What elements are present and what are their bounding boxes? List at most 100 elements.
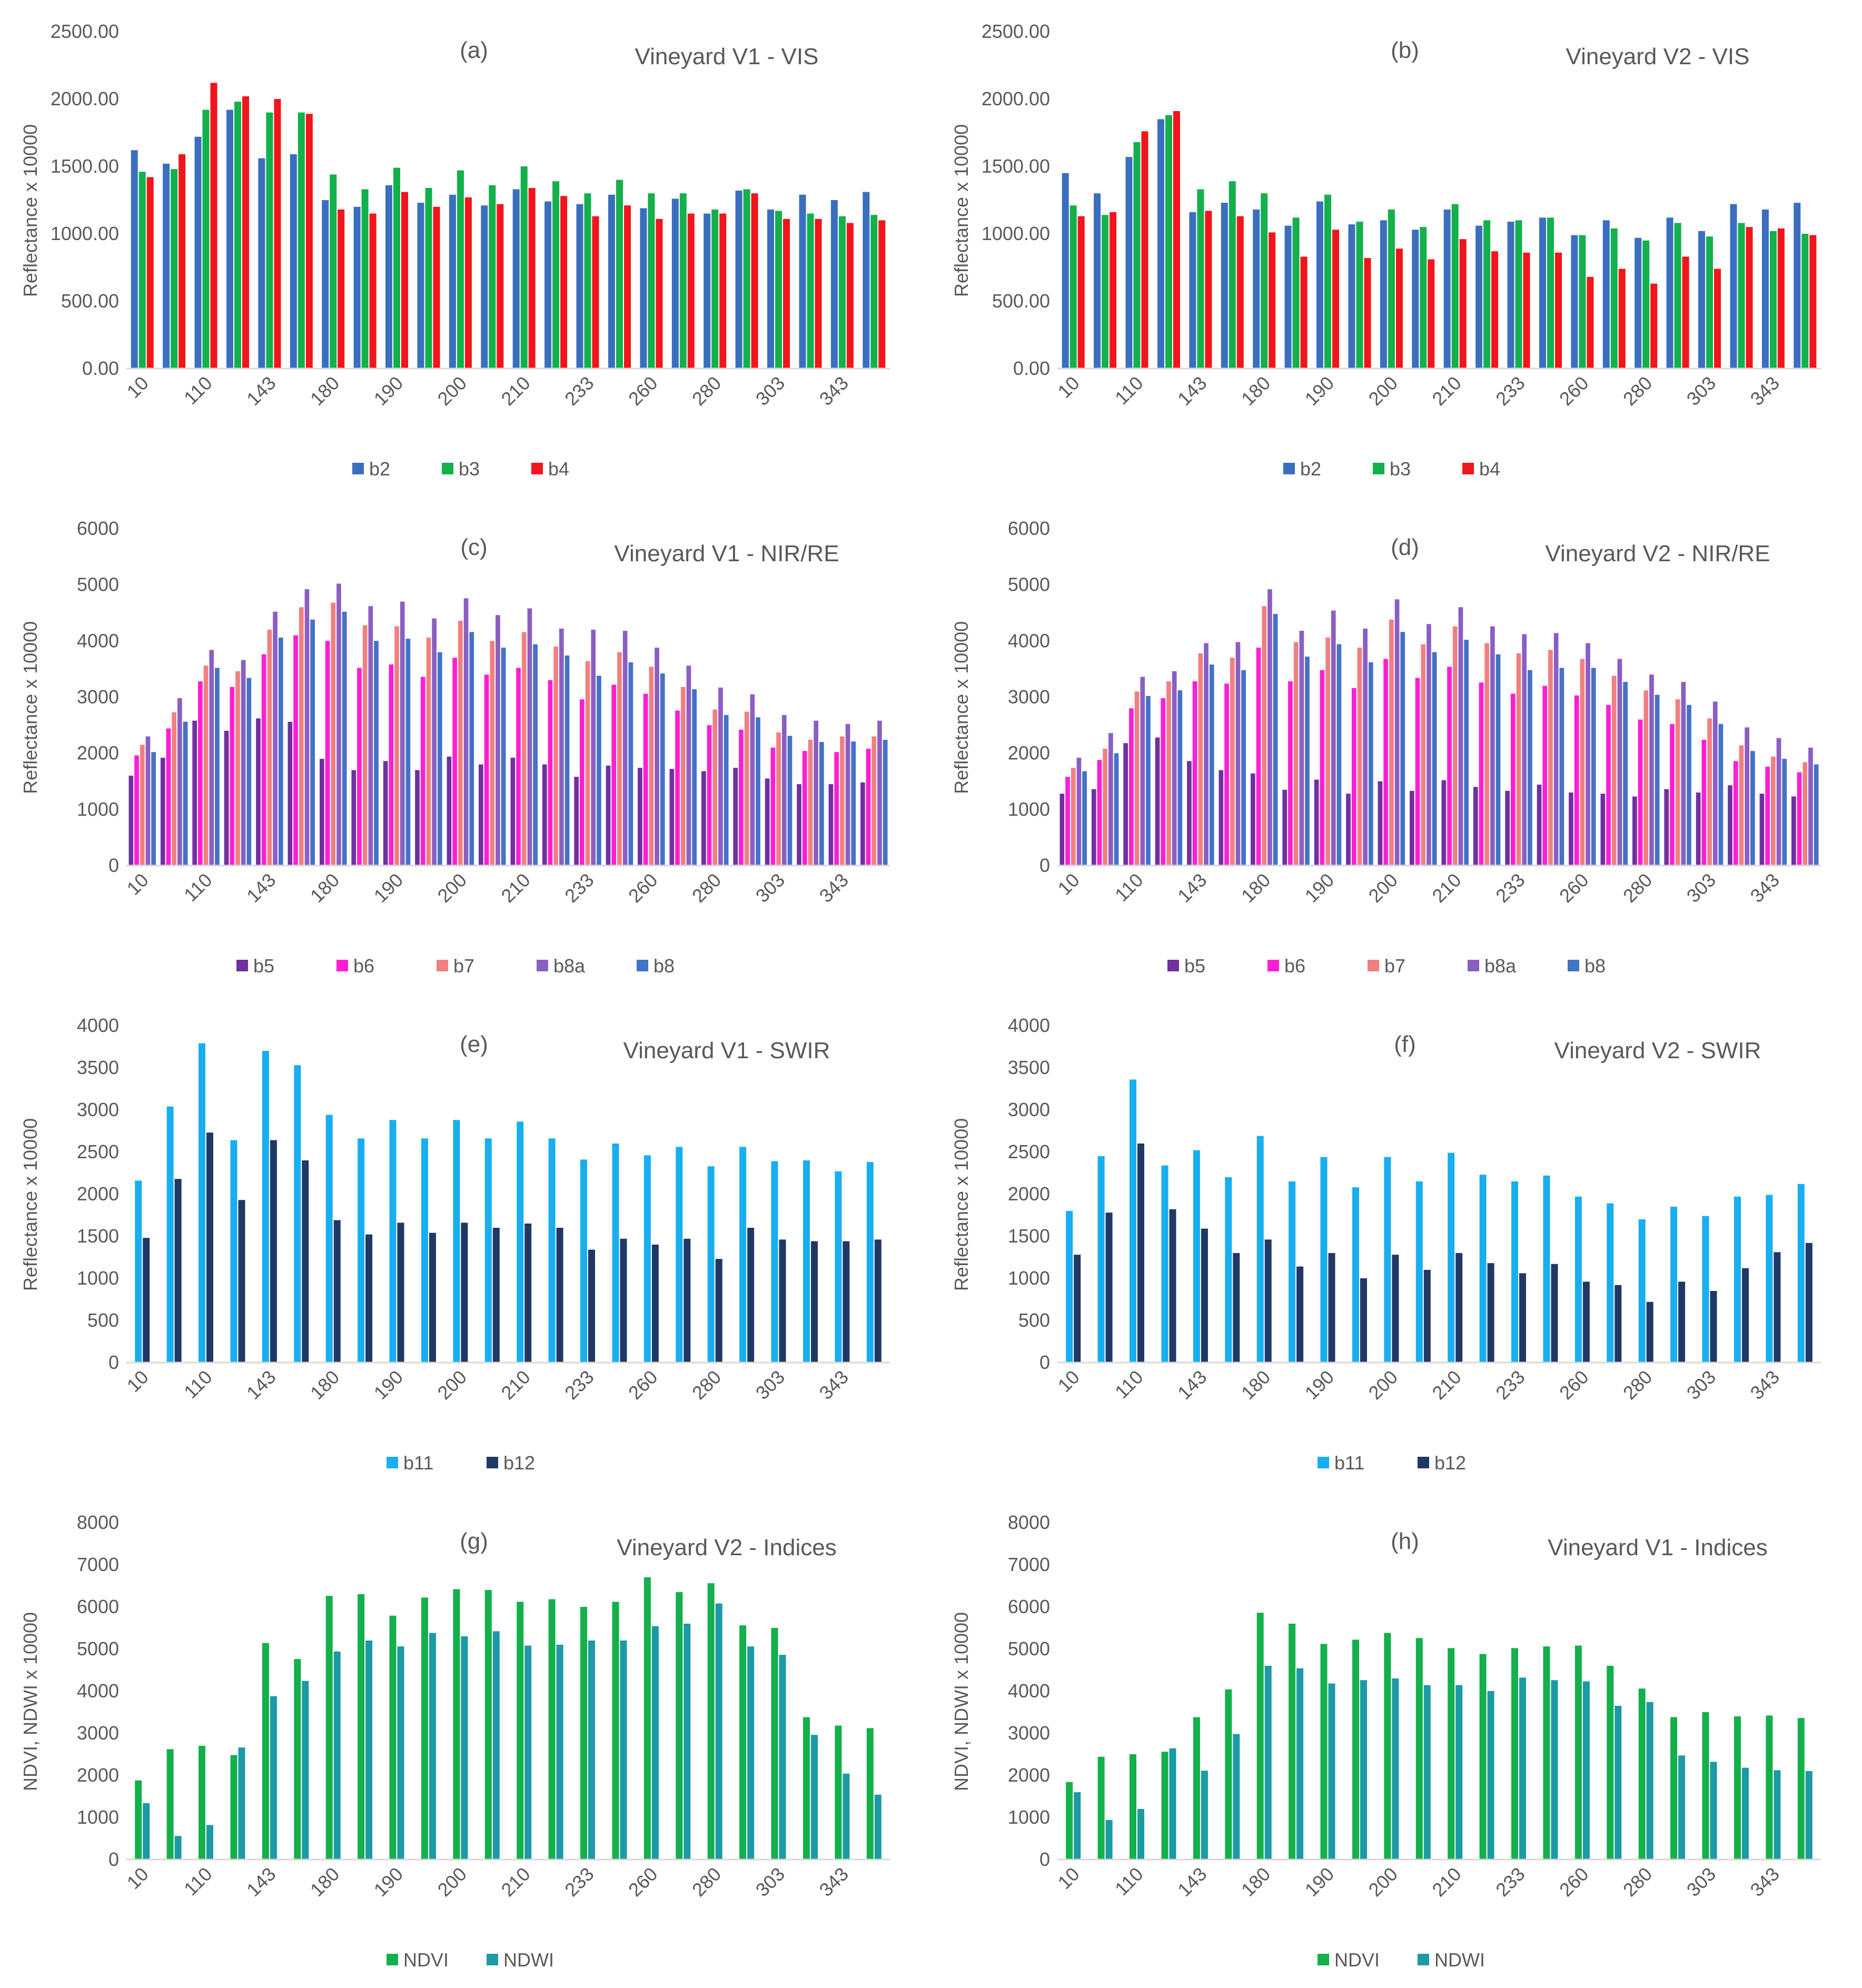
x-tick-label: 233 xyxy=(1491,869,1529,907)
legend-item-b3: b3 xyxy=(442,458,480,480)
bar-b7-19 xyxy=(1675,699,1680,866)
x-tick-label: 260 xyxy=(1555,1863,1592,1901)
bar-NDWI-17 xyxy=(1615,1706,1622,1860)
bar-b5-23 xyxy=(1791,796,1796,866)
chart-c: (c) Vineyard V1 - NIR/RE 0 1000 2000 3000 4000… xyxy=(19,518,890,977)
x-tick-label: 233 xyxy=(1491,372,1529,410)
legend-swatch xyxy=(1418,1954,1429,1965)
bar-b8a-15 xyxy=(1553,633,1559,866)
x-tick-label: 180 xyxy=(306,1863,343,1901)
x-tick-label: 210 xyxy=(497,372,534,410)
bar-NDWI-0 xyxy=(1074,1792,1081,1860)
y-tick-label: 5000 xyxy=(77,574,119,595)
bar-NDWI-13 xyxy=(556,1645,563,1860)
bar-b11-11 xyxy=(484,1138,492,1363)
bar-b3-17 xyxy=(679,193,687,369)
bar-b8a-22 xyxy=(1776,738,1781,866)
bar-b8-8 xyxy=(405,639,411,866)
bar-b7-13 xyxy=(1484,643,1489,866)
legend-item-b4: b4 xyxy=(1462,458,1500,480)
bar-b4-18 xyxy=(719,213,727,369)
y-tick-label: 0.00 xyxy=(1013,357,1050,379)
legend-swatch xyxy=(387,1954,398,1965)
bar-b12-5 xyxy=(302,1160,309,1363)
bar-b7-17 xyxy=(1611,675,1617,866)
bar-b5-13 xyxy=(542,764,547,866)
x-tick-label: 143 xyxy=(242,869,280,907)
chart-title: Vineyard V2 - Indices xyxy=(617,1535,836,1560)
bar-b6-15 xyxy=(1542,685,1548,866)
legend-swatch xyxy=(1318,1954,1329,1965)
bar-NDWI-0 xyxy=(143,1803,150,1860)
x-tick-label: 210 xyxy=(497,869,534,907)
bar-NDWI-12 xyxy=(524,1645,532,1860)
bar-b3-0 xyxy=(1069,205,1077,369)
chart-b: (b) Vineyard V2 - VIS 0.00 500.00 1000.00 150… xyxy=(950,21,1821,480)
x-tick-label: 200 xyxy=(433,869,471,907)
bar-NDVI-20 xyxy=(1702,1712,1709,1860)
x-tick-label: 180 xyxy=(306,869,343,907)
bar-b8-11 xyxy=(1432,652,1437,866)
bar-b2-11 xyxy=(481,205,488,369)
bar-b12-7 xyxy=(365,1234,373,1363)
y-tick-label: 0 xyxy=(1039,1848,1050,1870)
bar-b3-8 xyxy=(393,167,400,369)
bar-NDWI-1 xyxy=(1105,1820,1113,1860)
x-tick-label: 233 xyxy=(1491,1366,1529,1404)
bar-b2-15 xyxy=(608,194,615,369)
x-tick-label: 343 xyxy=(815,1366,853,1404)
y-tick-label: 2500 xyxy=(1008,1141,1050,1162)
chart-panel-g: (g) Vineyard V2 - Indices 0 1000 2000 3000 400… xyxy=(0,1491,931,1988)
legend-swatch xyxy=(336,960,348,971)
bar-b5-12 xyxy=(1441,780,1447,866)
bar-b11-8 xyxy=(1320,1157,1328,1363)
bar-NDWI-23 xyxy=(874,1794,882,1860)
bar-b4-22 xyxy=(1777,228,1785,369)
bar-b11-17 xyxy=(1607,1203,1614,1363)
y-tick-label: 2500.00 xyxy=(51,21,119,42)
bar-b4-0 xyxy=(1077,216,1085,369)
bar-b12-13 xyxy=(556,1228,563,1363)
y-tick-label: 5000 xyxy=(77,1638,119,1659)
legend-label: b3 xyxy=(459,458,480,480)
y-axis-label: Reflectance x 10000 xyxy=(19,124,41,297)
bar-b8-22 xyxy=(851,741,856,866)
bar-b5-19 xyxy=(1664,789,1669,866)
bar-b6-19 xyxy=(739,729,744,866)
bar-b8a-17 xyxy=(1617,659,1622,866)
legend-swatch xyxy=(531,463,543,474)
x-tick-label: 200 xyxy=(433,372,471,410)
bar-b8a-19 xyxy=(1681,682,1686,866)
bar-NDWI-11 xyxy=(492,1631,500,1860)
bar-b4-16 xyxy=(656,218,663,369)
bar-b5-10 xyxy=(1378,781,1383,866)
bar-b7-20 xyxy=(776,732,781,866)
x-tick-label: 233 xyxy=(560,1366,598,1404)
bar-b4-12 xyxy=(1459,239,1467,369)
y-axis-label: NDVI, NDWI x 10000 xyxy=(19,1612,41,1791)
bar-b5-21 xyxy=(1728,785,1732,866)
bar-b2-10 xyxy=(1380,220,1387,369)
y-tick-label: 2000 xyxy=(1008,742,1050,764)
bar-b3-13 xyxy=(552,181,560,369)
bar-b6-10 xyxy=(452,658,457,866)
bar-NDVI-8 xyxy=(1320,1644,1328,1860)
x-tick-label: 233 xyxy=(560,372,598,410)
chart-panel-a: (a) Vineyard V1 - VIS 0.00 500.00 1000.00 150… xyxy=(0,0,931,497)
bar-b12-14 xyxy=(1519,1273,1526,1363)
x-tick-label: 143 xyxy=(1173,869,1211,907)
bar-b12-23 xyxy=(874,1239,882,1363)
legend-label: b4 xyxy=(548,458,569,480)
bar-b8-2 xyxy=(215,668,220,866)
bar-b12-15 xyxy=(620,1238,627,1363)
bar-b8a-18 xyxy=(1649,674,1654,866)
bar-b11-12 xyxy=(517,1121,524,1363)
chart-panel-h: (h) Vineyard V1 - Indices 0 1000 2000 3000 400… xyxy=(931,1491,1862,1988)
bar-b5-4 xyxy=(1187,761,1192,866)
y-tick-label: 1000 xyxy=(77,1806,119,1828)
bar-b12-16 xyxy=(651,1245,659,1363)
chart-title: Vineyard V1 - Indices xyxy=(1548,1535,1767,1560)
x-tick-label: 110 xyxy=(1111,1863,1147,1900)
bar-NDWI-8 xyxy=(1328,1683,1335,1860)
bar-b6-8 xyxy=(389,664,394,866)
